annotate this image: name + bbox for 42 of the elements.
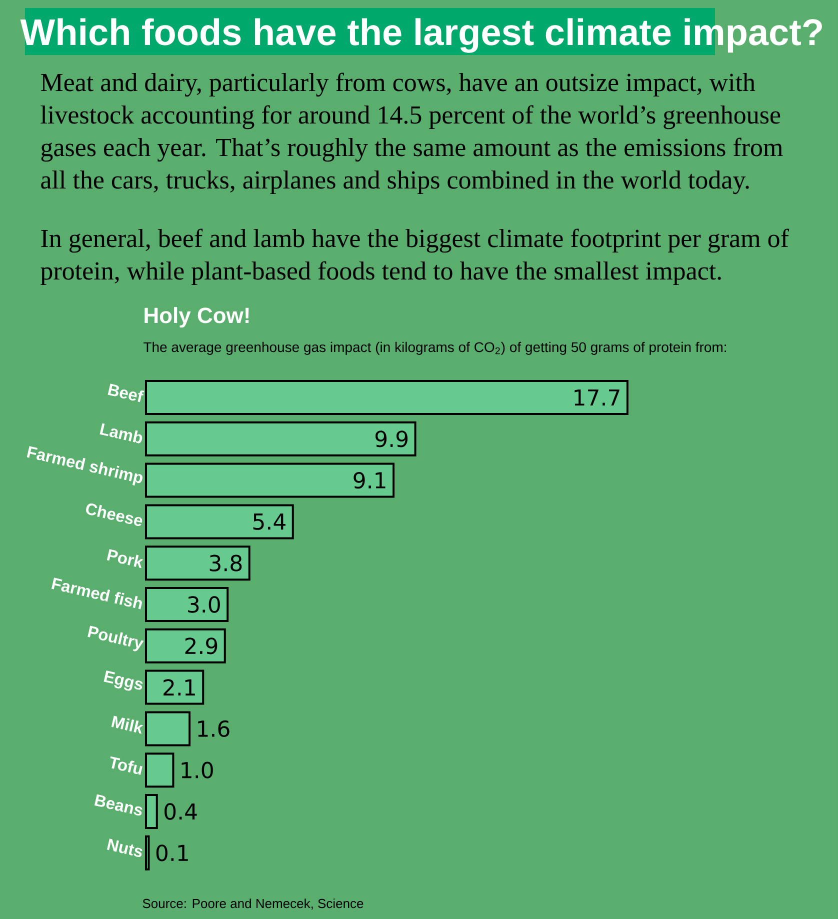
y-tick-label: Tofu [110,756,142,775]
bar [144,546,250,581]
data-label: 9.1 [354,472,386,489]
bar [144,752,174,788]
y-tick-label: Milk [111,716,144,734]
text: In general, beef and lamb have the biggest climate footprint per gram of protein, while plant-based foods tend to have the smallest impact. [40,228,789,286]
bar [144,670,204,705]
bar [144,504,294,540]
y-tick-label: Farmed shrimp [26,446,142,486]
text: The average greenhouse gas impact (in kilograms of CO$_{2}$) of getting 50 grams of protein from: [144,342,726,355]
data-label: 3.8 [210,554,242,572]
bar [144,794,158,829]
bar [144,711,191,746]
y-tick-label: Farmed fish [51,578,142,610]
data-label: 2.9 [185,638,218,654]
y-tick-label: Cheese [86,503,142,526]
bar [144,628,226,664]
y-tick-label: Eggs [104,670,143,691]
y-tick-label: Poultry [88,626,144,652]
bar [144,587,229,622]
data-label: 9.9 [375,430,408,448]
y-tick-label: Pork [106,549,144,568]
bar [144,462,395,498]
data-label: 1.0 [182,762,213,778]
source-note: Source: Poore and Nemecek, Science [142,898,364,910]
y-tick-label: Beef [108,384,144,402]
data-label: 3.0 [188,596,220,613]
data-label: 2.1 [164,679,195,696]
chart-title: Which foods have the largest climate impact? [20,18,822,53]
bar [144,380,628,416]
text: Meat and dairy, particularly from cows, have an outsize impact, with livestock accounting for around 14.5 percent of the world’s greenhouse gases each year. That’s roughly the same amount as the emissions from all the cars, trucks, airplanes and ships combined in the world today. [40,72,783,194]
chart-subtitle: Holy Cow! [144,307,249,328]
bar [144,835,150,870]
data-label: 5.4 [253,514,286,530]
data-label: 0.4 [164,803,197,820]
y-tick-label: Beans [94,794,142,816]
bar [144,421,416,456]
y-tick-label: Nuts [106,838,142,857]
data-label: 17.7 [574,389,620,406]
data-label: 0.1 [156,844,188,862]
data-label: 1.6 [198,720,230,738]
y-tick-label: Lamb [100,423,142,444]
